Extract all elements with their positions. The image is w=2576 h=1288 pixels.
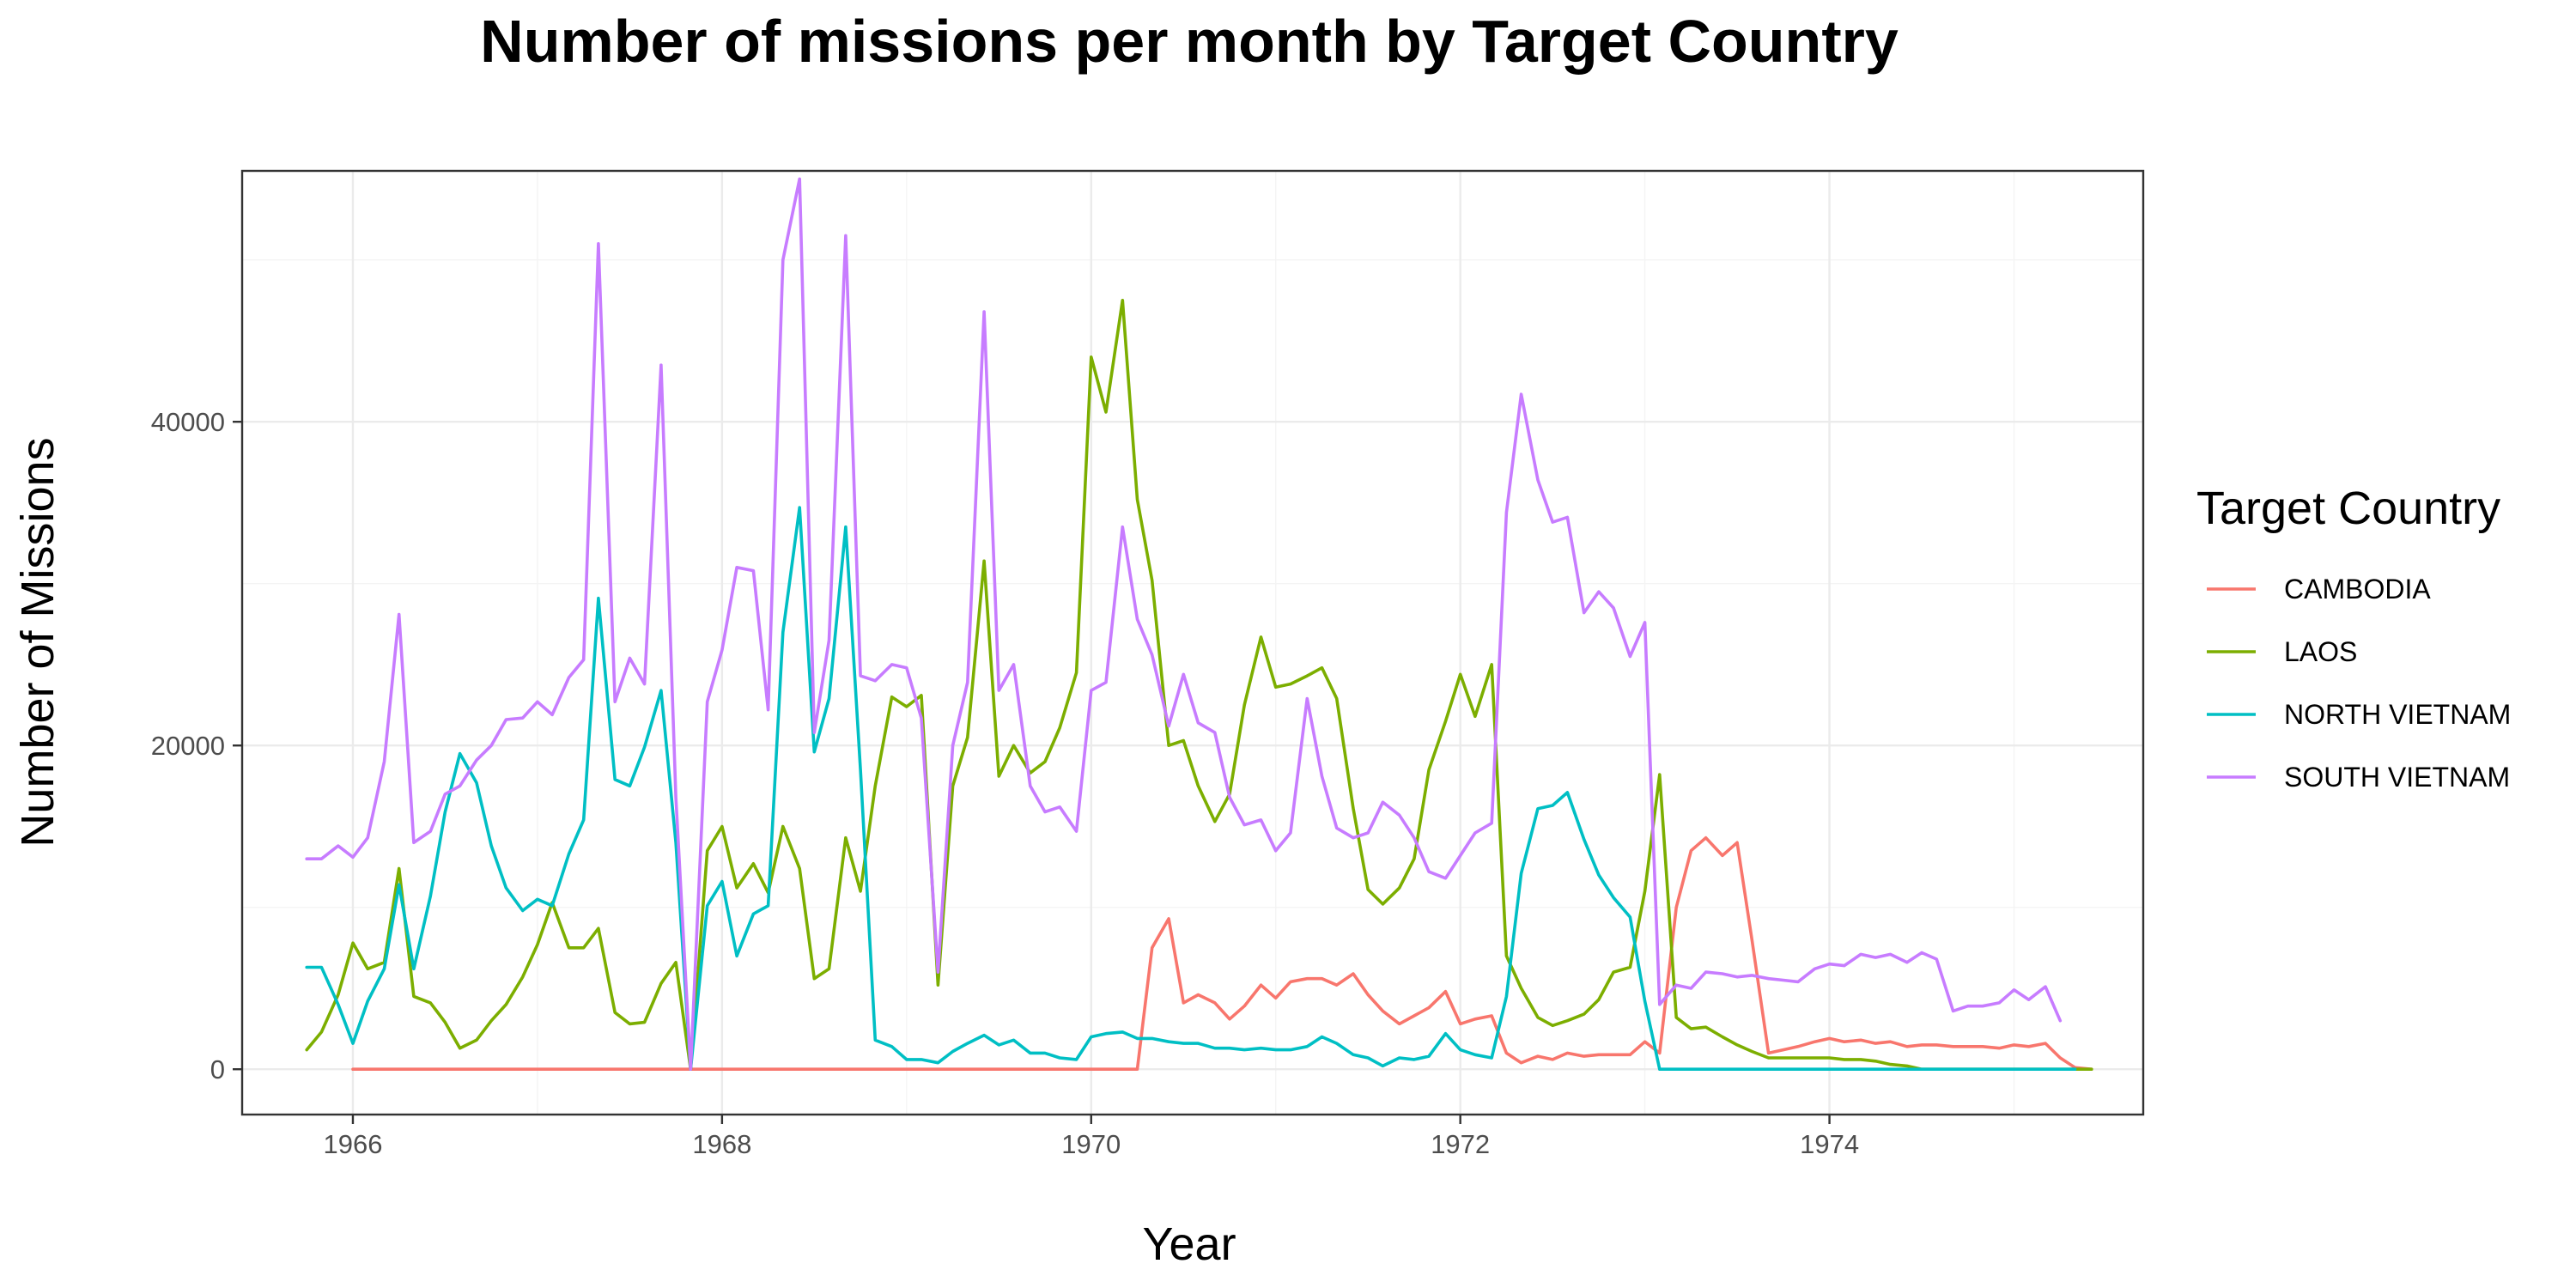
series-line-cambodia [351,835,2093,1071]
series-line-laos [305,298,2093,1071]
x-axis-title: Year [1142,1218,1236,1270]
legend-item-north-vietnam: NORTH VIETNAM [2207,699,2511,730]
legend-title: Target Country [2196,483,2500,534]
series-line-north-vietnam [305,506,2077,1071]
legend-item-cambodia: CAMBODIA [2207,574,2431,605]
minor-gridlines [242,171,2143,1115]
legend-label-north-vietnam: NORTH VIETNAM [2284,699,2511,730]
legend-label-laos: LAOS [2284,636,2357,667]
legend-item-laos: LAOS [2207,636,2357,667]
x-tick-label: 1974 [1800,1129,1859,1159]
plot-panel-background [242,171,2143,1115]
x-tick-label: 1968 [692,1129,751,1159]
legend-items: CAMBODIA LAOS NORTH VIETNAM SOUTH VIETNAM [2207,574,2511,793]
x-tick-label: 1972 [1431,1129,1490,1159]
series-line-south-vietnam [305,177,2063,1071]
legend-label-south-vietnam: SOUTH VIETNAM [2284,762,2510,793]
y-tick-label: 40000 [151,407,225,437]
y-tick-label: 20000 [151,731,225,761]
series-lines [305,177,2093,1071]
chart-title: Number of missions per month by Target C… [480,8,1899,75]
legend: Target Country CAMBODIA LAOS NORTH VIETNAM… [2196,483,2511,793]
x-tick-label: 1970 [1061,1129,1121,1159]
plot-panel-border [240,169,2145,1116]
legend-label-cambodia: CAMBODIA [2284,574,2431,605]
x-axis: 1966 1968 1970 1972 1974 [323,1115,1859,1159]
y-axis-title: Number of Missions [12,437,64,847]
y-axis: 0 20000 40000 [151,407,242,1084]
plot-panel [240,169,2145,1116]
legend-item-south-vietnam: SOUTH VIETNAM [2207,762,2510,793]
x-tick-label: 1966 [323,1129,382,1159]
y-tick-label: 0 [210,1054,225,1084]
